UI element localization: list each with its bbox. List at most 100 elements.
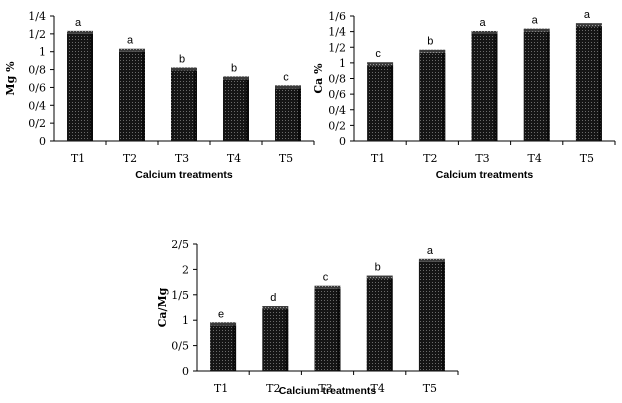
- x-tick-label: T2: [123, 152, 137, 165]
- bar-top-cap: [275, 85, 301, 89]
- y-tick-label: 0/5: [171, 340, 189, 353]
- x-axis-label: Calcium treatments: [279, 385, 377, 397]
- y-tick-label: 0/4: [328, 104, 346, 117]
- bar-t3: [314, 288, 341, 371]
- bar-side-shade: [390, 65, 394, 141]
- bar-top-cap: [262, 306, 289, 310]
- y-axis-label: Mg %: [4, 61, 17, 96]
- bar-t3: [471, 33, 498, 141]
- x-tick-label: T1: [71, 152, 85, 165]
- y-tick-label: 1/5: [171, 289, 189, 302]
- y-tick-label: 1: [339, 57, 346, 70]
- significance-letter: c: [323, 272, 329, 284]
- x-tick-label: T3: [318, 382, 332, 395]
- y-tick-label: 0/6: [28, 81, 46, 94]
- y-tick-label: 0/6: [328, 88, 346, 101]
- y-tick-label: 1: [39, 46, 46, 59]
- y-axis-label: Ca %: [312, 63, 325, 94]
- y-tick-label: 0: [339, 135, 346, 148]
- y-tick-label: 1: [182, 314, 189, 327]
- y-axis-label: Ca/Mg: [156, 287, 169, 327]
- bar-t4: [223, 79, 249, 141]
- x-tick-label: T4: [371, 382, 385, 395]
- y-tick-label: 0/8: [328, 73, 346, 86]
- x-tick-label: T3: [175, 152, 189, 165]
- y-tick-label: 1/2: [328, 41, 346, 54]
- chart-3: 0 0/5 1 1/5 2 2/5 e T1 d T2 c T3 b T4 a T5 Calcium treat…: [156, 238, 459, 397]
- x-tick-label: T5: [279, 152, 293, 165]
- bar-side-shade: [337, 288, 341, 371]
- bar-side-shade: [90, 33, 93, 141]
- x-tick-label: T5: [423, 382, 437, 395]
- bar-top-cap: [119, 48, 145, 52]
- significance-letter: b: [179, 53, 185, 65]
- y-tick-label: 0/2: [28, 117, 46, 130]
- bar-top-cap: [523, 28, 550, 32]
- bar-side-shade: [442, 52, 446, 141]
- significance-letter: d: [270, 292, 276, 304]
- bar-side-shade: [441, 261, 445, 371]
- y-tick-label: 1/4: [28, 10, 46, 23]
- bar-t2: [119, 51, 145, 141]
- bar-side-shade: [285, 309, 289, 371]
- y-tick-label: 0: [182, 365, 189, 378]
- significance-letter: b: [231, 62, 237, 74]
- bar-top-cap: [67, 30, 93, 34]
- significance-letter: e: [218, 308, 224, 320]
- y-tick-label: 0/2: [328, 119, 346, 132]
- bar-t2: [419, 52, 446, 141]
- significance-letter: a: [75, 17, 82, 29]
- significance-letter: b: [427, 36, 433, 48]
- y-tick-label: 0/8: [28, 64, 46, 77]
- significance-letter: c: [375, 48, 381, 60]
- bar-side-shade: [233, 325, 237, 371]
- x-tick-label: T5: [580, 152, 594, 165]
- bar-t2: [262, 309, 289, 371]
- significance-letter: a: [479, 17, 486, 29]
- x-tick-label: T1: [214, 382, 228, 395]
- y-tick-label: 2/5: [171, 238, 189, 251]
- y-tick-label: 1/6: [328, 10, 346, 23]
- x-tick-label: T4: [528, 152, 542, 165]
- bar-side-shade: [598, 26, 602, 141]
- bar-t5: [275, 88, 301, 141]
- bar-top-cap: [314, 285, 341, 289]
- bar-side-shade: [298, 88, 301, 141]
- significance-letter: a: [127, 35, 134, 47]
- bar-top-cap: [223, 76, 249, 80]
- significance-letter: a: [584, 9, 591, 21]
- x-tick-label: T2: [266, 382, 280, 395]
- bar-side-shade: [494, 33, 498, 141]
- bar-top-cap: [366, 275, 393, 279]
- bar-top-cap: [419, 49, 446, 53]
- bar-top-cap: [575, 23, 602, 27]
- chart-1: 0 0/2 0/4 0/6 0/8 1 1/2 1/4 a T1 a T2 b T3 b T4 c T5 Calci…: [4, 10, 315, 181]
- bar-t5: [575, 26, 602, 141]
- y-tick-label: 0/4: [28, 99, 46, 112]
- bar-t4: [366, 278, 393, 371]
- bar-t3: [171, 70, 197, 141]
- significance-letter: a: [532, 15, 539, 27]
- bar-top-cap: [367, 62, 394, 66]
- bar-t1: [367, 65, 394, 141]
- chart-2: 0 0/2 0/4 0/6 0/8 1 1/2 1/4 1/6 c T1 b T2 a T3 a T4 a T5 Ca…: [312, 9, 616, 181]
- bar-t1: [67, 33, 93, 141]
- bar-t1: [210, 325, 237, 371]
- bar-side-shade: [246, 79, 249, 141]
- y-tick-label: 1/4: [328, 26, 346, 39]
- y-tick-label: 0: [39, 135, 46, 148]
- bar-side-shade: [546, 31, 550, 141]
- bar-side-shade: [194, 70, 197, 141]
- significance-letter: a: [427, 245, 434, 257]
- x-axis-label: Calcium treatments: [436, 169, 534, 181]
- x-axis-label: Calcium treatments: [135, 169, 233, 181]
- bar-t5: [418, 261, 445, 371]
- bar-top-cap: [418, 258, 445, 262]
- bar-side-shade: [389, 278, 393, 371]
- bar-t4: [523, 31, 550, 141]
- significance-letter: b: [375, 262, 381, 274]
- bar-side-shade: [142, 51, 145, 141]
- x-tick-label: T3: [475, 152, 489, 165]
- x-tick-label: T2: [423, 152, 437, 165]
